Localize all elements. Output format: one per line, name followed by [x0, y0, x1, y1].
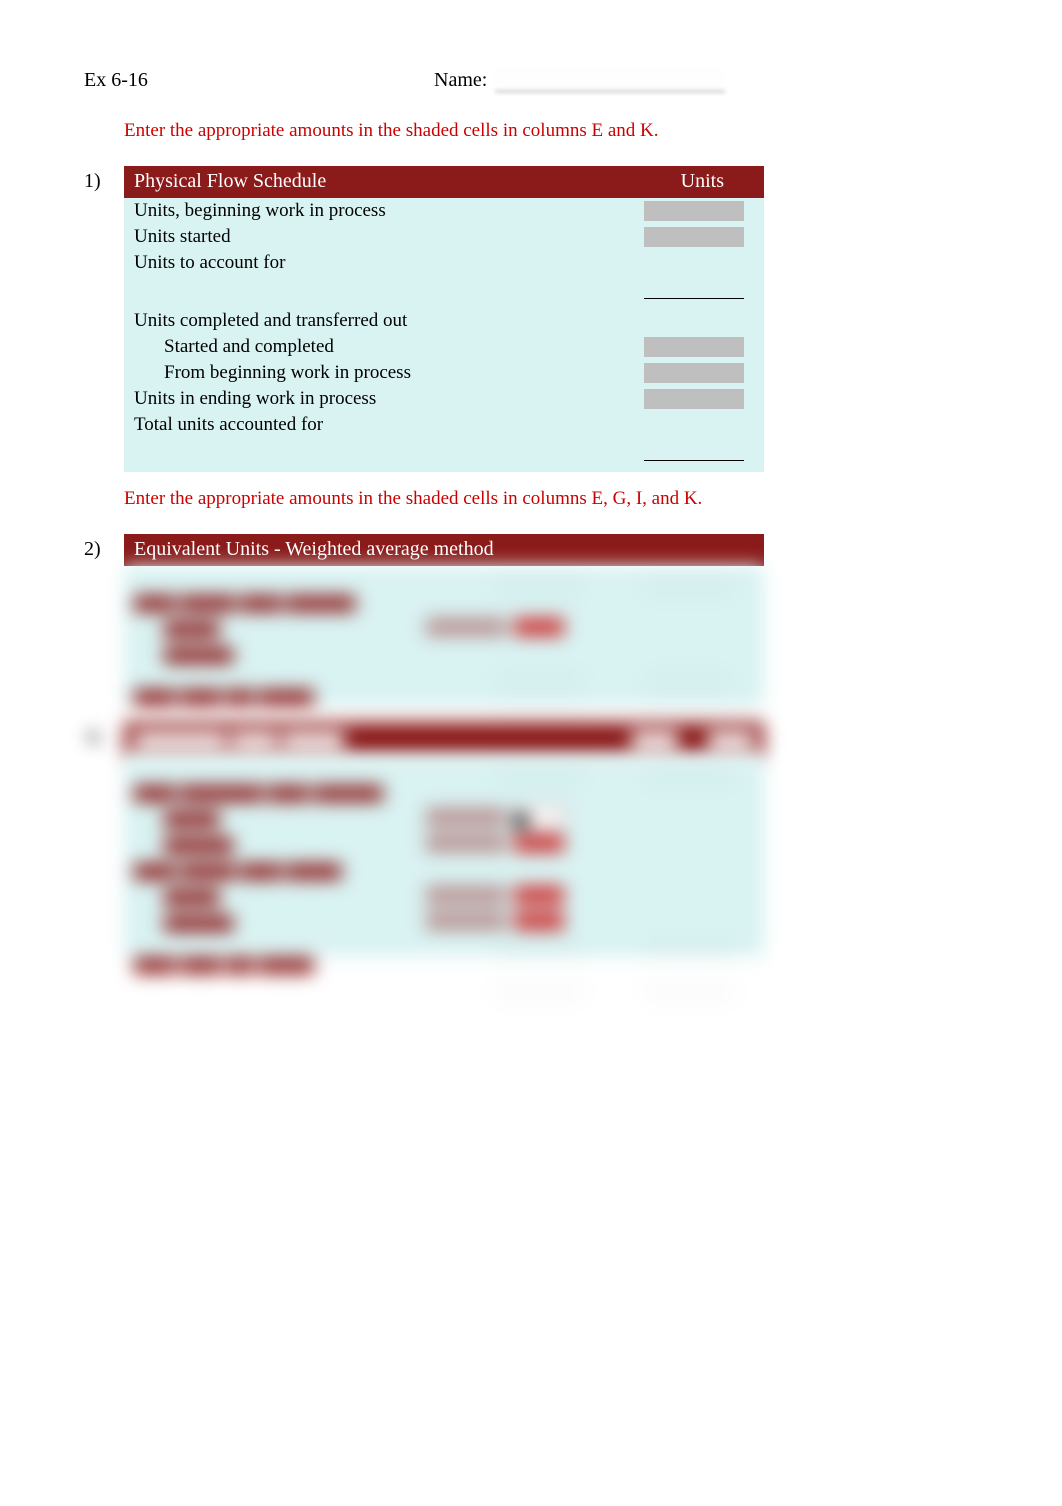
- cell-started-completed[interactable]: [644, 337, 744, 357]
- name-label: Name:: [434, 69, 487, 92]
- cell-spacer: [644, 253, 744, 273]
- section-2-header: Equivalent Units - Weighted average meth…: [124, 534, 764, 566]
- row-from-begin-wip: From beginning work in process: [134, 362, 644, 384]
- section-1-header-title: Physical Flow Schedule: [134, 170, 326, 193]
- cell-units-started[interactable]: [644, 227, 744, 247]
- cell-begin-wip[interactable]: [644, 201, 744, 221]
- section-3-number: 3): [60, 722, 124, 749]
- section-2-header-title: Equivalent Units - Weighted average meth…: [134, 538, 494, 561]
- cell-spacer-2: [644, 415, 744, 435]
- section-3-blurred: 3) ▆▆▆▆▆▆ ▆▆▆ ▆▆▆▆ ▆▆▆ ▆▆▆ ▆▆▆ ▆▆▆▆▆▆ ▆▆…: [60, 722, 992, 956]
- section-1-panel: Units, beginning work in process Units s…: [124, 198, 764, 472]
- section-1-number: 1): [60, 166, 124, 193]
- instruction-2: Enter the appropriate amounts in the sha…: [124, 488, 992, 510]
- cell-from-begin-wip[interactable]: [644, 363, 744, 383]
- cell-completed-out: [644, 311, 744, 331]
- section-1-header: Physical Flow Schedule Units: [124, 166, 764, 198]
- name-input-field[interactable]: [495, 68, 725, 92]
- row-started-completed: Started and completed: [134, 336, 644, 358]
- row-units-started: Units started: [134, 226, 644, 248]
- section-2-blurred: ▆▆▆ ▆▆▆▆ ▆▆▆ ▆▆▆▆▆ ▆▆▆▆ ▆▆▆▆▆ ▆▆▆ ▆▆▆ ▆▆…: [124, 566, 764, 706]
- cell-units-to-account: [644, 279, 744, 299]
- row-units-to-account: Units to account for: [134, 252, 644, 274]
- instruction-1: Enter the appropriate amounts in the sha…: [124, 120, 992, 142]
- section-3-header: ▆▆▆▆▆▆ ▆▆▆ ▆▆▆▆ ▆▆▆ ▆▆▆: [124, 722, 764, 756]
- row-completed-out: Units completed and transferred out: [134, 310, 644, 332]
- row-begin-wip: Units, beginning work in process: [134, 200, 644, 222]
- section-1-header-units: Units: [681, 170, 754, 193]
- cell-ending-wip[interactable]: [644, 389, 744, 409]
- section-2-number: 2): [60, 534, 124, 561]
- row-ending-wip: Units in ending work in process: [134, 388, 644, 410]
- cell-total-accounted: [644, 441, 744, 461]
- exercise-label: Ex 6-16: [84, 69, 434, 92]
- row-total-accounted: Total units accounted for: [134, 414, 644, 436]
